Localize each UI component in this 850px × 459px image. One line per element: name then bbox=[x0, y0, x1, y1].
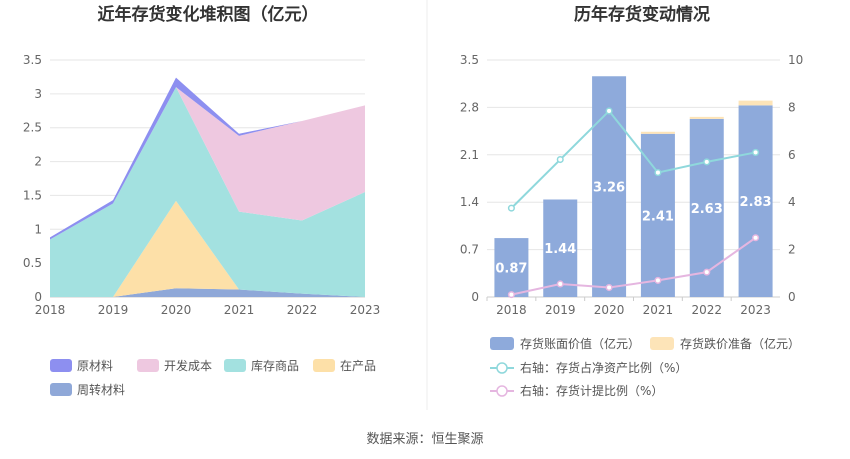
bar-data-label: 1.44 bbox=[544, 242, 576, 257]
left-legend-swatch[interactable] bbox=[50, 383, 72, 396]
right-left-y-tick-label: 3.5 bbox=[460, 53, 479, 67]
left-y-tick-label: 3 bbox=[34, 87, 42, 101]
bar-data-label: 0.87 bbox=[495, 262, 527, 277]
left-legend-label[interactable]: 库存商品 bbox=[251, 358, 299, 373]
bar-impairment-reserve bbox=[689, 116, 724, 119]
line-point bbox=[605, 107, 613, 115]
stacked-area-chart: 近年存货变化堆积图（亿元） 0 0.5 1 1.5 2 2.5 3 3.5 2018 2019 2… bbox=[23, 4, 380, 397]
line-point bbox=[507, 204, 515, 212]
right-x-tick-label: 2022 bbox=[691, 303, 722, 317]
left-x-tick-label: 2021 bbox=[224, 303, 255, 317]
area-series-在产品 bbox=[50, 200, 365, 297]
line-point bbox=[654, 169, 662, 177]
right-left-y-tick-label: 0.7 bbox=[460, 243, 479, 257]
line-point bbox=[556, 280, 564, 288]
line-point bbox=[752, 148, 760, 156]
right-x-tick-label: 2018 bbox=[496, 303, 527, 317]
bar-inventory-value bbox=[689, 118, 724, 297]
left-y-tick-label: 0 bbox=[34, 290, 42, 304]
right-right-y-tick-label: 6 bbox=[788, 148, 796, 162]
right-legend-swatch[interactable] bbox=[650, 337, 674, 350]
right-legend-swatch[interactable] bbox=[490, 337, 514, 350]
left-y-tick-label: 2 bbox=[34, 155, 42, 169]
line-point bbox=[752, 234, 760, 242]
left-y-tick-label: 1.5 bbox=[23, 188, 42, 202]
left-legend-swatch[interactable] bbox=[50, 359, 72, 372]
right-legend-marker bbox=[496, 362, 508, 374]
left-y-tick-label: 1 bbox=[34, 222, 42, 236]
line-series-provision-ratio bbox=[511, 236, 757, 296]
right-right-y-tick-label: 10 bbox=[788, 53, 803, 67]
left-legend-label[interactable]: 开发成本 bbox=[164, 358, 212, 373]
bar-inventory-value bbox=[640, 133, 675, 297]
right-legend-label[interactable]: 右轴：存货占净资产比例（%） bbox=[520, 360, 687, 375]
area-series-原材料 bbox=[50, 77, 365, 240]
left-x-tick-label: 2018 bbox=[35, 303, 66, 317]
right-left-y-tick-label: 2.1 bbox=[460, 148, 479, 162]
left-chart-title: 近年存货变化堆积图（亿元） bbox=[98, 4, 319, 25]
bar-data-label: 3.26 bbox=[593, 181, 625, 196]
bar-impairment-reserve bbox=[738, 100, 773, 106]
left-legend-label[interactable]: 周转材料 bbox=[77, 382, 125, 397]
right-x-tick-label: 2023 bbox=[740, 303, 771, 317]
left-y-tick-label: 0.5 bbox=[23, 256, 42, 270]
area-series-开发成本 bbox=[50, 87, 365, 240]
line-series-ratio-to-net-assets bbox=[510, 109, 756, 209]
bar-inventory-value bbox=[494, 238, 529, 297]
left-legend-swatch[interactable] bbox=[313, 359, 335, 372]
right-right-y-tick-label: 2 bbox=[788, 243, 796, 257]
right-legend-label[interactable]: 存货跌价准备（亿元） bbox=[680, 336, 800, 351]
left-y-tick-label: 3.5 bbox=[23, 53, 42, 67]
right-legend-label[interactable]: 存货账面价值（亿元） bbox=[520, 336, 640, 351]
data-source: 数据来源：恒生聚源 bbox=[366, 432, 483, 447]
inventory-bar-line-chart: 历年存货变动情况 0.871.443.262.41 2.63 2.83 00.71.… bbox=[460, 4, 803, 398]
line-point bbox=[703, 268, 711, 276]
left-y-tick-label: 2.5 bbox=[23, 121, 42, 135]
right-right-y-tick-label: 8 bbox=[788, 100, 796, 114]
line-point bbox=[703, 158, 711, 166]
right-legend-label[interactable]: 右轴：存货计提比例（%） bbox=[520, 383, 663, 398]
left-legend-swatch[interactable] bbox=[137, 359, 159, 372]
right-left-y-tick-label: 0 bbox=[471, 290, 479, 304]
right-x-tick-label: 2021 bbox=[643, 303, 674, 317]
left-legend-label[interactable]: 原材料 bbox=[77, 359, 113, 373]
bar-data-label: 2.63 bbox=[691, 202, 723, 217]
right-chart-title: 历年存货变动情况 bbox=[574, 4, 710, 25]
right-right-y-tick-label: 4 bbox=[788, 195, 796, 209]
left-x-tick-label: 2023 bbox=[350, 303, 381, 317]
left-x-tick-label: 2022 bbox=[287, 303, 318, 317]
line-point bbox=[507, 291, 515, 299]
right-right-y-tick-label: 0 bbox=[788, 290, 796, 304]
left-x-tick-label: 2020 bbox=[161, 303, 192, 317]
right-x-tick-label: 2020 bbox=[594, 303, 625, 317]
line-point bbox=[605, 283, 613, 292]
left-legend-label[interactable]: 在产品 bbox=[340, 359, 376, 373]
line-point bbox=[654, 276, 662, 284]
area-series-库存商品 bbox=[50, 87, 365, 297]
left-x-tick-label: 2019 bbox=[98, 303, 129, 317]
bar-data-label: 2.41 bbox=[642, 209, 674, 224]
bar-impairment-reserve bbox=[640, 131, 675, 134]
right-legend-marker bbox=[496, 385, 508, 397]
right-left-y-tick-label: 2.8 bbox=[460, 100, 479, 114]
right-x-tick-label: 2019 bbox=[545, 303, 576, 317]
right-left-y-tick-label: 1.4 bbox=[460, 195, 479, 209]
bar-inventory-value bbox=[738, 105, 773, 298]
left-legend-swatch[interactable] bbox=[224, 359, 246, 372]
line-point bbox=[556, 155, 564, 164]
bar-data-label: 2.83 bbox=[740, 195, 772, 210]
